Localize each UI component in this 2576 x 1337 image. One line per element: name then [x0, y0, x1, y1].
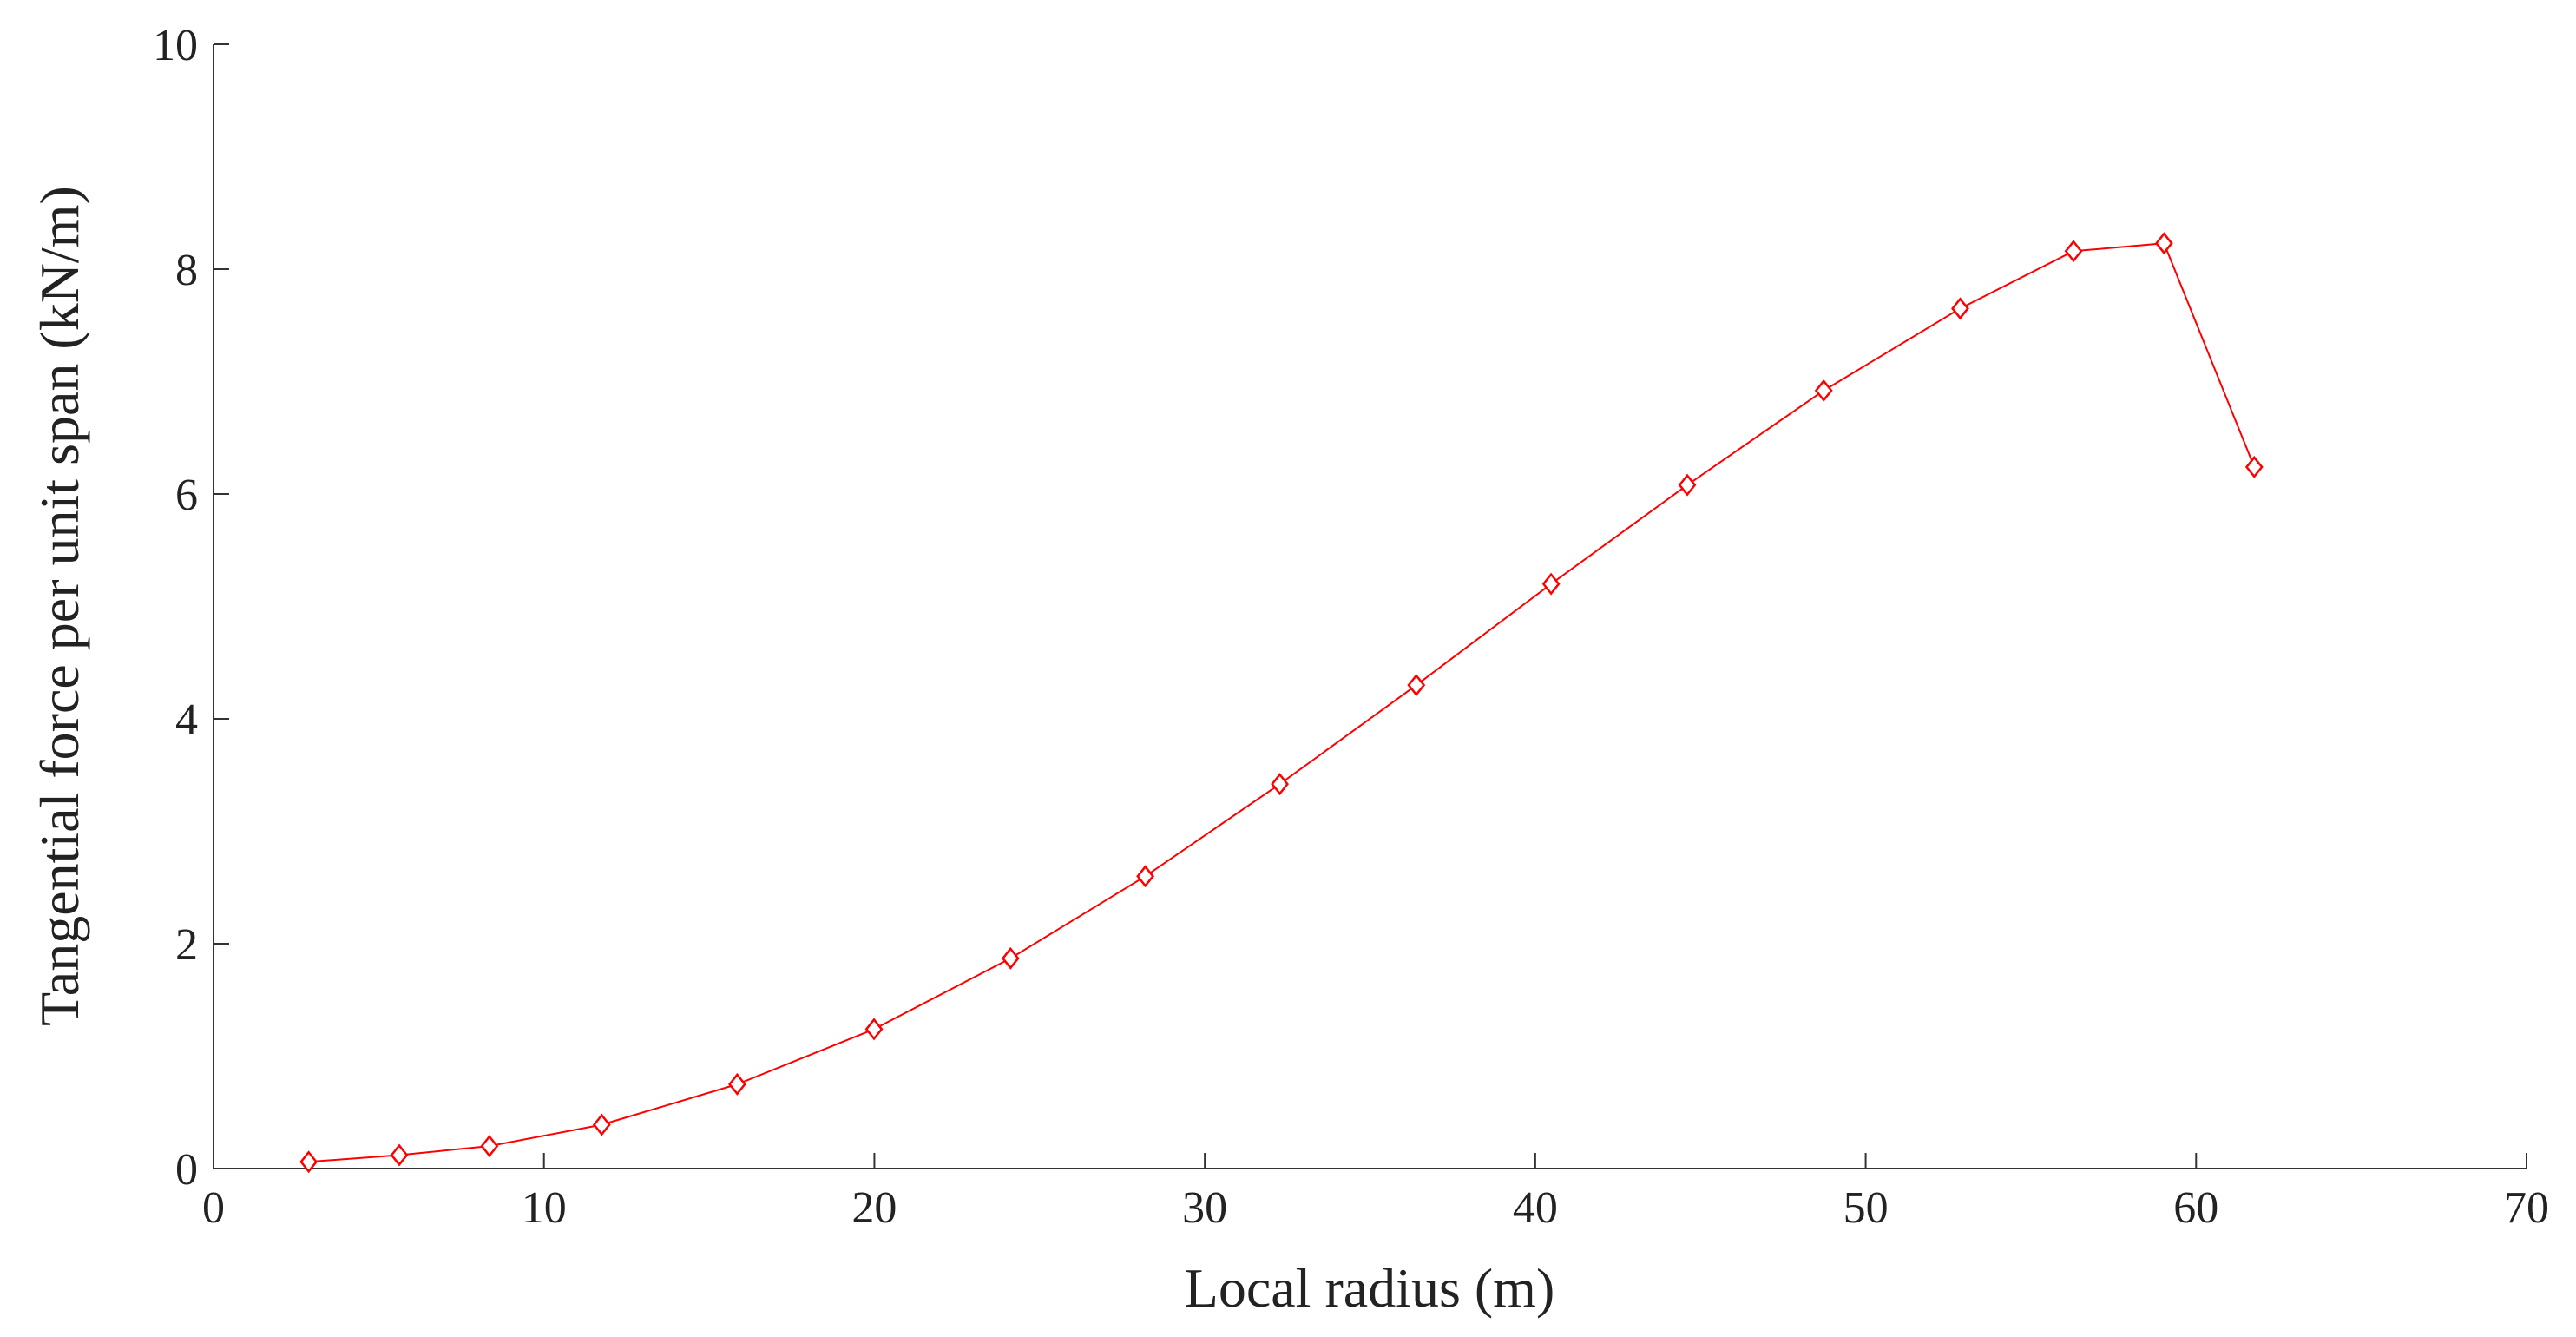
data-point: [1136, 865, 1155, 888]
y-tick-label: 10: [153, 21, 198, 70]
data-point: [480, 1135, 499, 1158]
data-line: [308, 242, 2256, 1163]
y-tick-label: 0: [175, 1145, 198, 1195]
y-tick-label: 2: [175, 920, 198, 970]
x-tick-label: 50: [1843, 1183, 1889, 1233]
y-tick-label: 6: [175, 471, 198, 520]
data-point: [592, 1113, 611, 1136]
data-point: [1814, 379, 1833, 402]
x-tick-label: 20: [851, 1183, 897, 1233]
data-point: [1678, 473, 1697, 497]
x-tick-label: 10: [522, 1183, 567, 1233]
data-point: [1541, 572, 1561, 596]
data-point: [299, 1150, 319, 1174]
x-tick-label: 40: [1513, 1183, 1558, 1233]
y-axis-label: Tangential force per unit span (kN/m): [29, 186, 90, 1026]
data-point: [1407, 674, 1426, 697]
data-point: [1271, 773, 1289, 796]
y-tick-label: 4: [175, 695, 198, 745]
x-tick-label: 30: [1182, 1183, 1227, 1233]
data-point: [2244, 455, 2264, 478]
x-tick-label: 70: [2504, 1183, 2549, 1233]
data-point: [390, 1143, 409, 1167]
data-point: [1001, 946, 1020, 970]
x-tick-label: 60: [2173, 1183, 2218, 1233]
data-point: [1951, 297, 1969, 320]
y-tick-label: 8: [175, 246, 198, 295]
data-point: [2064, 240, 2083, 263]
x-tick-label: 0: [202, 1183, 225, 1233]
data-point: [864, 1018, 884, 1041]
x-axis-label: Local radius (m): [1185, 1257, 1555, 1319]
data-point: [2154, 232, 2173, 255]
data-point: [728, 1072, 746, 1096]
